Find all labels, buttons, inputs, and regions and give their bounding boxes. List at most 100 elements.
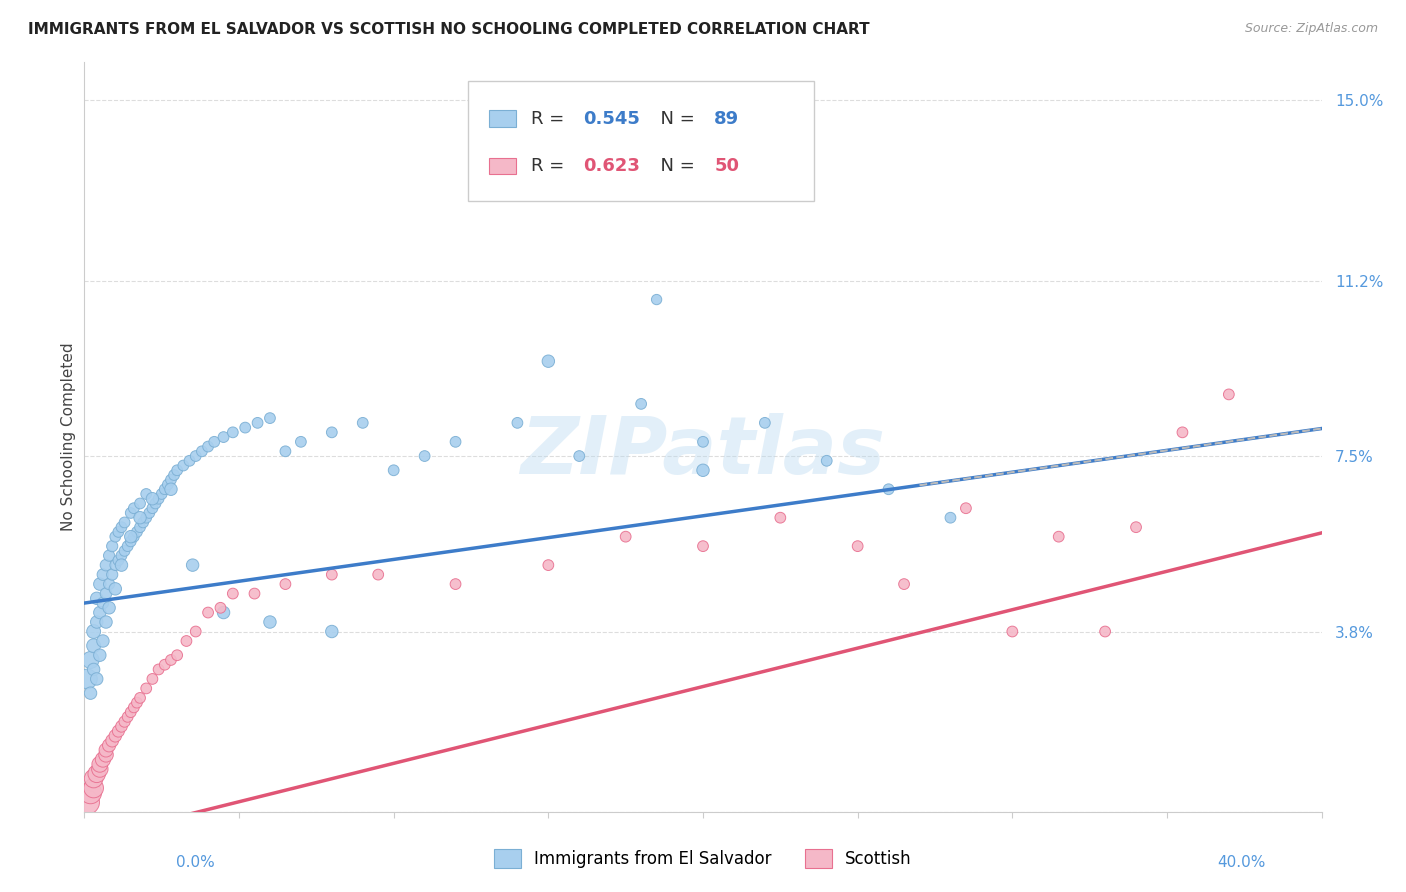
- Point: [955, 501, 977, 516]
- Point: [91, 567, 114, 582]
- Text: 0.0%: 0.0%: [176, 855, 215, 870]
- Point: [86, 615, 108, 629]
- Point: [367, 567, 389, 582]
- Point: [246, 416, 269, 430]
- Point: [79, 686, 101, 700]
- Point: [107, 553, 129, 567]
- Point: [120, 705, 142, 719]
- Point: [94, 558, 117, 573]
- Point: [176, 634, 198, 648]
- Point: [125, 696, 148, 710]
- Point: [769, 510, 792, 524]
- Point: [79, 653, 101, 667]
- Point: [160, 482, 183, 496]
- Point: [290, 434, 312, 449]
- Text: N =: N =: [648, 157, 700, 175]
- Text: 89: 89: [714, 110, 740, 128]
- Point: [117, 710, 139, 724]
- Text: Source: ZipAtlas.com: Source: ZipAtlas.com: [1244, 22, 1378, 36]
- Point: [89, 648, 111, 663]
- Point: [212, 430, 235, 444]
- Point: [141, 672, 163, 686]
- Point: [91, 596, 114, 610]
- Point: [91, 634, 114, 648]
- Point: [76, 795, 98, 809]
- Point: [259, 615, 281, 629]
- Point: [76, 672, 98, 686]
- Point: [754, 416, 776, 430]
- Point: [114, 516, 136, 530]
- Point: [148, 663, 170, 677]
- Point: [129, 510, 152, 524]
- Point: [222, 425, 245, 440]
- Point: [692, 434, 714, 449]
- Point: [321, 567, 343, 582]
- Point: [129, 496, 152, 510]
- Point: [83, 780, 105, 795]
- Point: [91, 753, 114, 767]
- Point: [444, 577, 467, 591]
- Text: R =: R =: [531, 110, 569, 128]
- Point: [939, 510, 962, 524]
- Point: [692, 463, 714, 477]
- Point: [150, 487, 173, 501]
- Text: N =: N =: [648, 110, 700, 128]
- Text: R =: R =: [531, 157, 569, 175]
- Point: [815, 454, 838, 468]
- Point: [98, 577, 121, 591]
- Point: [212, 606, 235, 620]
- Point: [1171, 425, 1194, 440]
- Point: [141, 501, 163, 516]
- Point: [125, 524, 148, 539]
- Point: [107, 524, 129, 539]
- Point: [877, 482, 900, 496]
- Text: 0.623: 0.623: [583, 157, 640, 175]
- Text: 0.545: 0.545: [583, 110, 640, 128]
- Point: [94, 615, 117, 629]
- Point: [120, 530, 142, 544]
- Point: [110, 719, 132, 733]
- Point: [184, 624, 207, 639]
- Point: [104, 582, 127, 596]
- Point: [120, 506, 142, 520]
- Point: [172, 458, 194, 473]
- Point: [129, 520, 152, 534]
- Point: [1125, 520, 1147, 534]
- Point: [83, 663, 105, 677]
- FancyBboxPatch shape: [468, 81, 814, 201]
- Point: [179, 454, 201, 468]
- Point: [893, 577, 915, 591]
- Text: 50: 50: [714, 157, 740, 175]
- Point: [104, 729, 127, 743]
- Point: [645, 293, 668, 307]
- Point: [107, 724, 129, 739]
- Point: [135, 487, 157, 501]
- Point: [1094, 624, 1116, 639]
- Point: [135, 681, 157, 696]
- Point: [79, 786, 101, 800]
- Point: [506, 416, 529, 430]
- Point: [148, 491, 170, 506]
- Point: [191, 444, 214, 458]
- Point: [110, 558, 132, 573]
- Point: [89, 757, 111, 772]
- Point: [1047, 530, 1070, 544]
- Point: [104, 558, 127, 573]
- Point: [120, 534, 142, 549]
- Point: [114, 544, 136, 558]
- Point: [98, 600, 121, 615]
- Point: [129, 690, 152, 705]
- Text: IMMIGRANTS FROM EL SALVADOR VS SCOTTISH NO SCHOOLING COMPLETED CORRELATION CHART: IMMIGRANTS FROM EL SALVADOR VS SCOTTISH …: [28, 22, 870, 37]
- Point: [202, 434, 225, 449]
- Point: [184, 449, 207, 463]
- Bar: [489, 158, 516, 174]
- Point: [197, 606, 219, 620]
- Bar: [489, 111, 516, 127]
- Point: [153, 657, 176, 672]
- Text: 40.0%: 40.0%: [1218, 855, 1265, 870]
- Point: [86, 766, 108, 780]
- Point: [233, 420, 256, 434]
- Point: [568, 449, 591, 463]
- Point: [160, 473, 183, 487]
- Point: [166, 648, 188, 663]
